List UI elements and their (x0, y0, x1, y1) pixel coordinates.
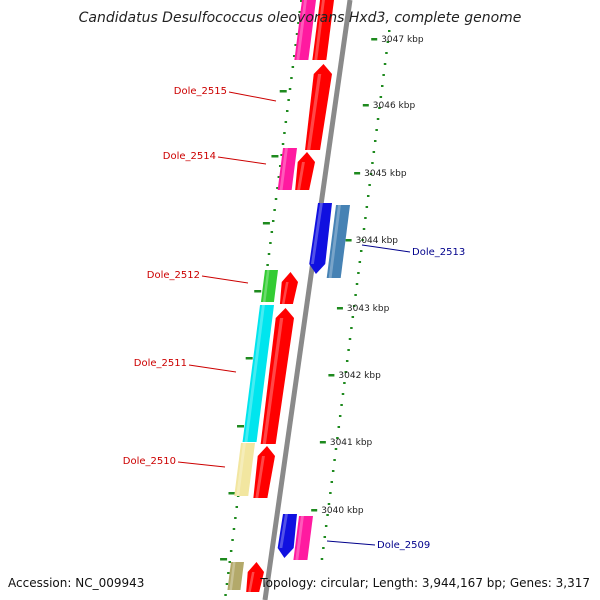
left-major-tick (237, 425, 245, 428)
gene-magenta-2514[interactable] (277, 148, 297, 190)
kbp-label: 3046 kbp (373, 101, 416, 111)
left-major-tick (228, 492, 236, 495)
locus-leader-line (177, 461, 226, 468)
gene-red-2512[interactable] (279, 272, 298, 304)
kbp-major-tick (328, 374, 335, 377)
locus-label[interactable]: Dole_2511 (134, 358, 187, 369)
gene-blue-2513[interactable] (309, 203, 332, 274)
kbp-major-tick (319, 441, 326, 444)
kbp-major-tick (345, 239, 352, 242)
left-major-tick (262, 222, 270, 225)
gene-red-2515[interactable] (305, 64, 332, 150)
accession-text: Accession: NC_009943 (8, 576, 144, 590)
gene-cyan-2511[interactable] (242, 305, 274, 442)
gene-blue-2509[interactable] (277, 514, 297, 558)
locus-leader-line (326, 540, 376, 546)
gene-red-2510[interactable] (253, 446, 275, 498)
kbp-major-tick (311, 509, 318, 512)
gene-red-bottom[interactable] (246, 562, 264, 592)
left-major-tick (245, 357, 253, 360)
left-major-tick (254, 290, 262, 293)
kbp-label: 3041 kbp (330, 438, 373, 448)
locus-label[interactable]: Dole_2515 (174, 86, 227, 97)
gene-magenta-top[interactable] (294, 0, 316, 60)
genome-summary-text: Topology: circular; Length: 3,944,167 bp… (259, 576, 590, 590)
locus-label[interactable]: Dole_2512 (147, 270, 200, 281)
locus-leader-line (217, 156, 267, 165)
left-major-tick (279, 90, 287, 93)
locus-label[interactable]: Dole_2514 (163, 151, 216, 162)
right-tick-track (320, 30, 391, 560)
genome-backbone (262, 0, 353, 600)
left-major-tick (271, 155, 279, 158)
locus-label[interactable]: Dole_2509 (377, 540, 430, 551)
kbp-label: 3042 kbp (338, 371, 381, 381)
locus-label[interactable]: Dole_2513 (412, 247, 465, 258)
kbp-major-tick (336, 307, 343, 310)
gene-red-2514[interactable] (295, 152, 315, 190)
left-major-tick (220, 558, 228, 561)
locus-leader-line (188, 364, 237, 373)
kbp-major-tick (362, 104, 369, 107)
gene-olive-bottom[interactable] (227, 562, 244, 590)
gene-steelblue-2513[interactable] (326, 205, 350, 278)
gene-khaki-2510[interactable] (234, 443, 255, 496)
gene-magenta-2509[interactable] (293, 516, 313, 560)
locus-leader-line (228, 91, 277, 102)
kbp-label: 3043 kbp (347, 304, 390, 314)
gene-green-2512[interactable] (260, 270, 278, 302)
kbp-major-tick (354, 172, 361, 175)
kbp-major-tick (371, 38, 378, 41)
locus-leader-line (361, 244, 411, 253)
genome-title: Candidatus Desulfococcus oleovorans Hxd3… (79, 10, 522, 26)
kbp-label: 3044 kbp (356, 236, 399, 246)
kbp-label: 3047 kbp (381, 35, 424, 45)
kbp-label: 3045 kbp (364, 169, 407, 179)
gene-red-top[interactable] (312, 0, 334, 60)
locus-leader-line (201, 275, 249, 284)
kbp-label: 3040 kbp (321, 506, 364, 516)
gene-red-2511[interactable] (260, 308, 294, 444)
locus-label[interactable]: Dole_2510 (123, 456, 176, 467)
